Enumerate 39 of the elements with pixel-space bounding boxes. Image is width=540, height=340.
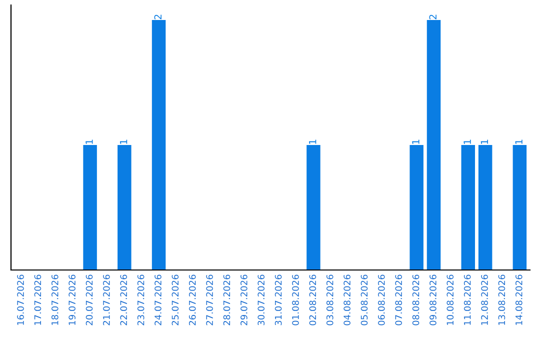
x-tick-label: 20.07.2026 <box>86 274 93 326</box>
x-tick-label: 01.08.2026 <box>292 274 299 326</box>
x-tick-label: 13.08.2026 <box>498 274 506 325</box>
data-label: 1 <box>86 140 93 144</box>
x-tick-label: 17.07.2026 <box>34 274 42 325</box>
x-tick-label: 03.08.2026 <box>326 274 334 326</box>
data-label: 1 <box>120 140 128 144</box>
x-tick-label: 30.07.2026 <box>258 274 265 326</box>
x-tick-label: 24.07.2026 <box>154 274 162 326</box>
x-tick-label: 02.08.2026 <box>309 274 316 326</box>
x-tick-label: 05.08.2026 <box>360 274 368 326</box>
x-tick-label: 06.08.2026 <box>378 274 385 326</box>
x-tick-label: 11.08.2026 <box>464 274 471 325</box>
x-tick-label: 16.07.2026 <box>17 274 24 325</box>
x-tick-label: 25.07.2026 <box>172 274 179 326</box>
data-label: 1 <box>515 140 522 144</box>
x-tick-label: 18.07.2026 <box>51 274 58 325</box>
data-label: 1 <box>480 140 488 144</box>
data-label: 2 <box>154 14 162 20</box>
x-tick-label: 08.08.2026 <box>412 274 420 326</box>
data-label: 1 <box>464 140 471 144</box>
x-tick-label: 21.07.2026 <box>103 274 110 326</box>
x-tick-label: 09.08.2026 <box>430 274 436 326</box>
x-tick-label: 14.08.2026 <box>515 274 522 325</box>
x-tick-label: 07.08.2026 <box>395 274 402 326</box>
data-label: 1 <box>412 140 420 144</box>
x-tick-label: 26.07.2026 <box>188 274 196 326</box>
x-tick-label: 29.07.2026 <box>240 274 248 326</box>
x-tick-label: 28.07.2026 <box>223 274 230 326</box>
x-tick-label: 23.07.2026 <box>137 274 144 326</box>
x-tick-label: 10.08.2026 <box>446 274 454 325</box>
x-tick-label: 31.07.2026 <box>274 274 282 326</box>
data-label: 1 <box>309 140 316 144</box>
data-label: 2 <box>429 14 436 20</box>
x-tick-label: 12.08.2026 <box>481 274 488 325</box>
x-tick-label: 04.08.2026 <box>344 274 350 326</box>
x-tick-label: 27.07.2026 <box>206 274 213 326</box>
x-tick-label: 19.07.2026 <box>68 274 76 325</box>
x-tick-label: 22.07.2026 <box>120 274 128 326</box>
